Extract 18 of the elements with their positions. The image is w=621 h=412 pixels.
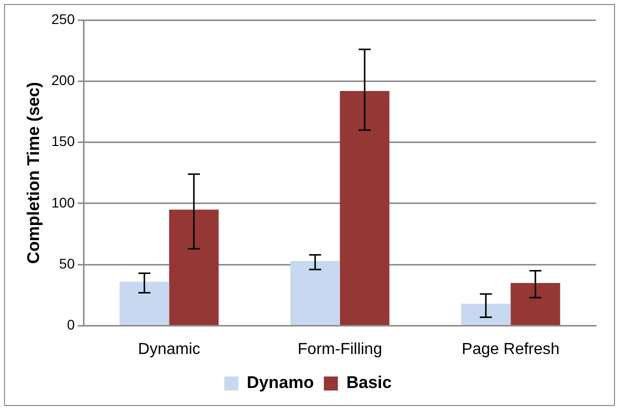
bar — [340, 90, 390, 326]
bar — [461, 304, 511, 326]
bar — [290, 260, 340, 326]
y-tick-label: 150 — [51, 133, 75, 150]
y-tick-label: 250 — [51, 10, 75, 27]
x-tick-label: Dynamic — [138, 340, 200, 358]
y-axis-title: Completion Time (sec) — [24, 82, 43, 264]
y-tick-label: 100 — [51, 194, 75, 210]
bar — [510, 282, 560, 326]
y-tick-label: 50 — [59, 256, 75, 272]
legend-label: Basic — [346, 373, 392, 392]
x-tick-label: Page Refresh — [462, 340, 560, 358]
y-tick-label: 200 — [51, 72, 75, 88]
bar — [169, 210, 219, 326]
bar — [120, 282, 170, 326]
legend-label: Dynamo — [246, 373, 314, 392]
x-tick-label: Form-Filling — [298, 340, 382, 358]
y-tick-label: 0 — [66, 316, 75, 333]
